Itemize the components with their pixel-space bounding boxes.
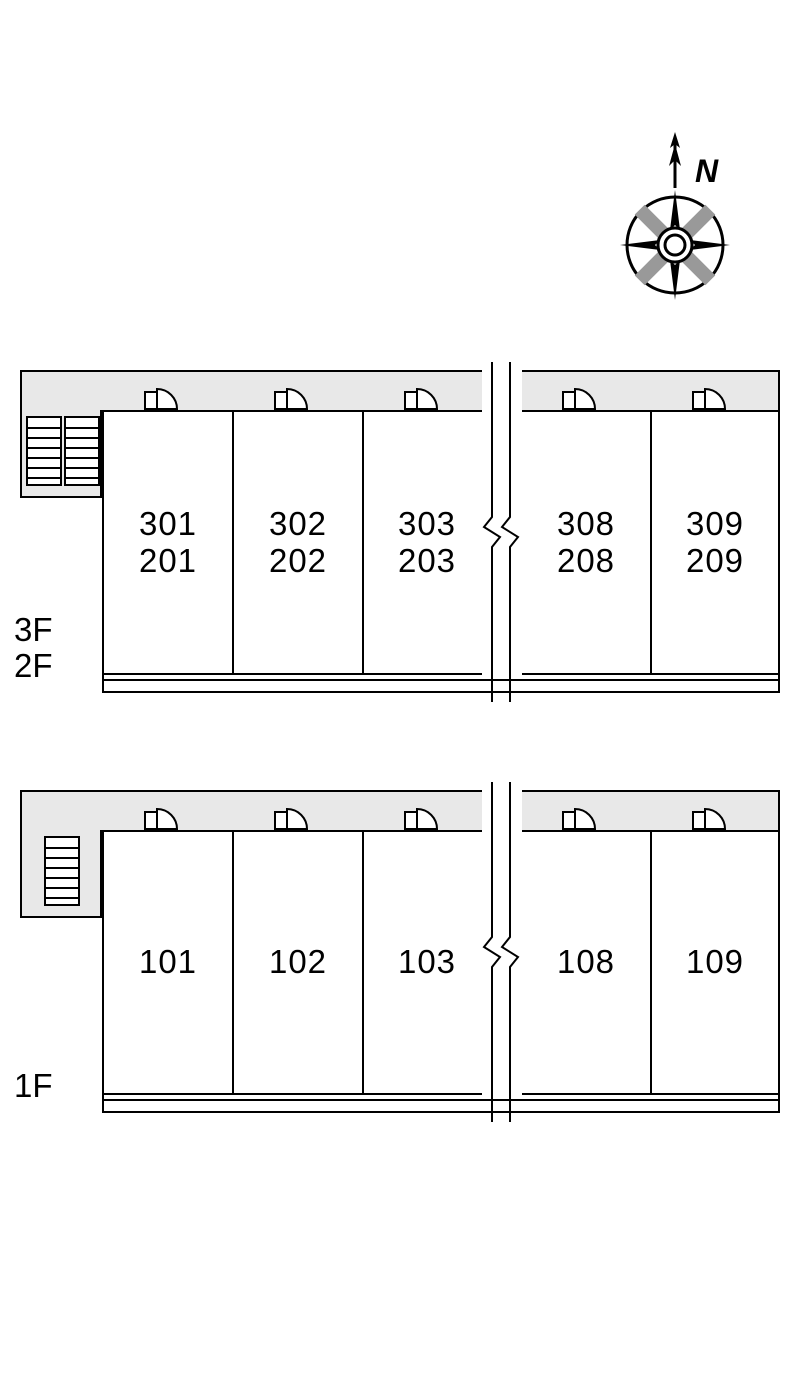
stairs-icon — [44, 836, 80, 911]
unit-number: 308 — [557, 506, 615, 542]
unit-number: 202 — [269, 543, 327, 579]
unit-number: 203 — [398, 543, 456, 579]
stairs-icon — [64, 416, 100, 491]
compass-north-label: N — [695, 153, 719, 189]
ellipsis-break — [482, 782, 522, 1122]
unit-cell: 302 202 — [232, 410, 362, 675]
hallway-upper — [20, 370, 780, 412]
unit-number: 103 — [398, 944, 456, 980]
units-left-lower: 101 102 103 — [102, 830, 492, 1095]
unit-number: 301 — [139, 506, 197, 542]
units-right-upper: 308 208 309 209 — [520, 410, 780, 675]
ellipsis-break — [482, 362, 522, 702]
unit-cell: 102 — [232, 830, 362, 1095]
door-icon — [144, 384, 182, 415]
unit-cell: 103 — [362, 830, 492, 1095]
door-icon — [692, 384, 730, 415]
door-icon — [562, 384, 600, 415]
unit-number: 209 — [686, 543, 744, 579]
floor-label: 1F — [14, 1068, 53, 1104]
unit-cell: 309 209 — [650, 410, 780, 675]
balcony-bar — [102, 673, 780, 693]
unit-number: 102 — [269, 944, 327, 980]
unit-cell: 303 203 — [362, 410, 492, 675]
unit-number: 309 — [686, 506, 744, 542]
unit-number: 201 — [139, 543, 197, 579]
balcony-bar — [102, 1093, 780, 1113]
units-left-upper: 301 201 302 202 303 203 — [102, 410, 492, 675]
units-right-lower: 108 109 — [520, 830, 780, 1095]
unit-number: 108 — [557, 944, 615, 980]
unit-cell: 301 201 — [102, 410, 232, 675]
door-icon — [274, 804, 312, 835]
door-icon — [274, 384, 312, 415]
floor-label: 3F 2F — [14, 612, 53, 685]
compass-rose: N — [600, 130, 750, 325]
door-icon — [144, 804, 182, 835]
unit-cell: 109 — [650, 830, 780, 1095]
door-icon — [692, 804, 730, 835]
door-icon — [404, 804, 442, 835]
unit-cell: 108 — [520, 830, 650, 1095]
unit-number: 109 — [686, 944, 744, 980]
door-icon — [404, 384, 442, 415]
unit-cell: 101 — [102, 830, 232, 1095]
unit-number: 208 — [557, 543, 615, 579]
unit-cell: 308 208 — [520, 410, 650, 675]
unit-number: 101 — [139, 944, 197, 980]
hallway-lower — [20, 790, 780, 832]
unit-number: 302 — [269, 506, 327, 542]
unit-number: 303 — [398, 506, 456, 542]
door-icon — [562, 804, 600, 835]
stairs-icon — [26, 416, 62, 491]
